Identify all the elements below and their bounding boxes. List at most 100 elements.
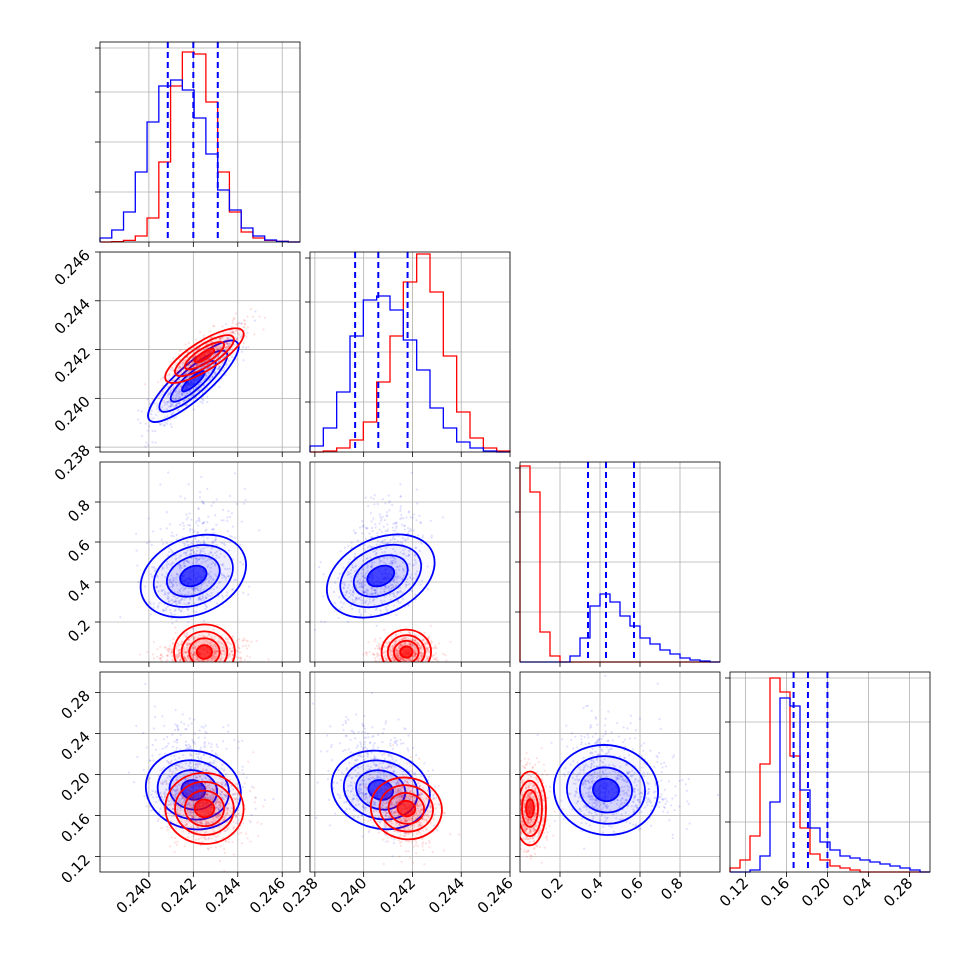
scatter-point xyxy=(234,472,236,474)
scatter-point xyxy=(210,505,212,507)
scatter-point xyxy=(193,719,195,721)
scatter-point xyxy=(431,656,433,658)
scatter-point xyxy=(320,620,322,622)
scatter-point xyxy=(200,476,202,478)
scatter-point xyxy=(407,527,409,529)
scatter-point xyxy=(185,747,187,749)
scatter-point xyxy=(146,430,148,432)
scatter-point xyxy=(412,517,414,519)
scatter-point xyxy=(154,442,156,444)
scatter-point xyxy=(255,808,257,810)
corner-plot-figure: 0.120.160.200.240.280.2380.2400.2420.244… xyxy=(0,0,970,970)
scatter-point xyxy=(379,637,381,639)
scatter-point xyxy=(351,542,353,544)
scatter-point xyxy=(254,310,256,312)
scatter-point xyxy=(248,645,250,647)
scatter-point xyxy=(395,527,397,529)
scatter-point xyxy=(430,537,432,539)
scatter-point xyxy=(376,645,378,647)
scatter-point xyxy=(437,659,439,661)
scatter-point xyxy=(197,531,199,533)
scatter-point xyxy=(237,644,239,646)
scatter-point xyxy=(399,495,401,497)
scatter-point xyxy=(445,659,447,661)
scatter-point xyxy=(264,799,266,801)
scatter-point xyxy=(180,349,182,351)
scatter-point xyxy=(226,516,228,518)
scatter-point xyxy=(204,746,206,748)
scatter-point xyxy=(161,538,163,540)
scatter-point xyxy=(245,644,247,646)
scatter-point xyxy=(344,546,346,548)
scatter-point xyxy=(225,323,227,325)
scatter-point xyxy=(436,657,438,659)
scatter-point xyxy=(241,322,243,324)
scatter-point xyxy=(357,539,359,541)
scatter-point xyxy=(174,626,176,628)
scatter-point xyxy=(420,522,422,524)
scatter-point xyxy=(119,616,121,618)
scatter-point xyxy=(152,530,154,532)
scatter-point xyxy=(242,359,244,361)
scatter-point xyxy=(152,759,154,761)
scatter-point xyxy=(373,503,375,505)
scatter-point xyxy=(374,648,376,650)
histogram-blue xyxy=(100,80,300,242)
scatter-point xyxy=(137,419,139,421)
corner-plot: 0.120.160.200.240.280.2380.2400.2420.244… xyxy=(0,0,970,970)
scatter-point xyxy=(236,503,238,505)
scatter-point xyxy=(177,385,179,387)
scatter-point xyxy=(203,727,205,729)
scatter-point xyxy=(167,743,169,745)
scatter-point xyxy=(190,518,192,520)
scatter-point xyxy=(243,503,245,505)
scatter-point xyxy=(444,654,446,656)
scatter-point xyxy=(245,336,247,338)
scatter-point xyxy=(171,650,173,652)
scatter-point xyxy=(208,742,210,744)
scatter-point xyxy=(411,472,413,474)
scatter-point xyxy=(173,535,175,537)
histogram-red xyxy=(310,254,510,452)
scatter-point xyxy=(158,397,160,399)
scatter-point xyxy=(221,325,223,327)
scatter-point xyxy=(338,617,340,619)
scatter-point xyxy=(161,423,163,425)
scatter-point xyxy=(378,643,380,645)
scatter-point xyxy=(189,717,191,719)
scatter-point xyxy=(380,520,382,522)
scatter-point xyxy=(229,495,231,497)
scatter-point xyxy=(162,656,164,658)
scatter-point xyxy=(381,531,383,533)
scatter-point xyxy=(379,522,381,524)
scatter-point xyxy=(372,530,374,532)
scatter-point xyxy=(229,535,231,537)
scatter-point xyxy=(258,529,260,531)
scatter-point xyxy=(159,754,161,756)
scatter-point xyxy=(235,312,237,314)
y-tick-label: 0.8 xyxy=(64,496,94,526)
scatter-point xyxy=(191,722,193,724)
scatter-point xyxy=(166,542,168,544)
scatter-point xyxy=(171,734,173,736)
scatter-point xyxy=(180,721,182,723)
scatter-point xyxy=(203,620,205,622)
scatter-point xyxy=(367,505,369,507)
scatter-point xyxy=(163,646,165,648)
scatter-point xyxy=(382,498,384,500)
scatter-point xyxy=(374,640,376,642)
scatter-point xyxy=(392,529,394,531)
scatter-point xyxy=(233,318,235,320)
scatter-point xyxy=(232,322,234,324)
scatter-point xyxy=(175,709,177,711)
scatter-point xyxy=(212,501,214,503)
scatter-point xyxy=(159,528,161,530)
scatter-point xyxy=(202,399,204,401)
scatter-point xyxy=(238,638,240,640)
scatter-point xyxy=(227,731,229,733)
scatter-point xyxy=(197,524,199,526)
scatter-point xyxy=(159,657,161,659)
scatter-point xyxy=(222,519,224,521)
scatter-point xyxy=(379,529,381,531)
